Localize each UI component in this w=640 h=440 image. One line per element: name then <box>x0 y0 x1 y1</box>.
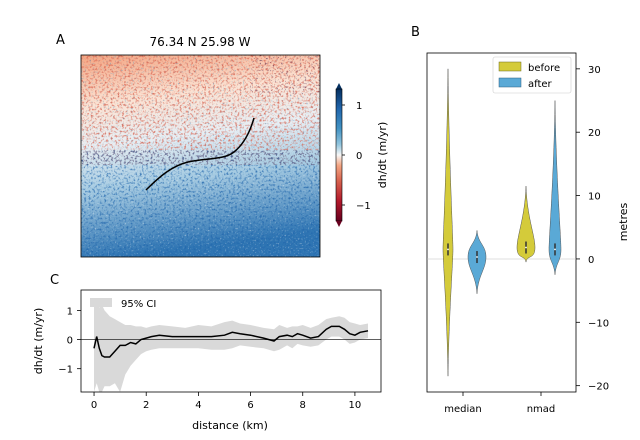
ci-legend-swatch <box>90 298 112 307</box>
violin-median-dot <box>447 248 449 251</box>
glacier-profile-line <box>145 117 255 191</box>
legend-swatch-after <box>498 77 522 88</box>
y-tick-label: 1 <box>67 306 73 317</box>
ci-legend-label: 95% CI <box>121 299 156 310</box>
violin-before-nmad <box>516 186 536 263</box>
violin-frame <box>426 52 577 393</box>
x-tick-label: 2 <box>143 400 149 411</box>
colorbar-tick-label: −1 <box>356 201 371 212</box>
panel-a-letter: A <box>56 33 65 48</box>
profile-frame <box>80 289 382 393</box>
profile-x-axis-label: distance (km) <box>192 419 268 432</box>
legend-label-after: after <box>528 79 553 90</box>
panel-b-letter: B <box>411 25 420 40</box>
x-tick-label: 8 <box>300 400 306 411</box>
ci-band <box>94 301 368 392</box>
profile-axes: 0 2 4 6 8 10 10−1 distance (km) dh/dt (m/yr) … <box>32 289 382 432</box>
y-tick-label: 10 <box>588 192 601 203</box>
map-frame <box>80 54 321 258</box>
x-tick-label: nmad <box>527 404 556 415</box>
violin-y-axis-label: metres <box>617 202 630 241</box>
y-tick-label: −20 <box>588 382 609 393</box>
x-tick-label: 10 <box>349 400 362 411</box>
colorbar: 1 0 −1 dh/dt (m/yr) <box>335 83 389 227</box>
x-tick-label: 0 <box>91 400 97 411</box>
legend-swatch-before <box>498 61 522 72</box>
y-tick-label: 20 <box>588 128 601 139</box>
colorbar-tick-label: 0 <box>356 151 362 162</box>
y-tick-label: 30 <box>588 65 601 76</box>
colorbar-label: dh/dt (m/yr) <box>376 122 389 189</box>
y-tick-label: 0 <box>588 255 594 266</box>
violin-before-median <box>442 68 454 377</box>
colorbar-tick-label: 1 <box>356 101 362 112</box>
x-tick-label: median <box>444 404 482 415</box>
panel-a-title: 76.34 N 25.98 W <box>150 35 251 49</box>
y-tick-label: 0 <box>67 336 73 347</box>
violin-after-nmad <box>548 100 562 275</box>
y-tick-label: −1 <box>58 365 73 376</box>
violin-axes: 30 20 10 0 −10 −20 median nmad metres <box>426 52 630 415</box>
violin-median-dot <box>476 256 478 258</box>
legend-label-before: before <box>528 63 560 74</box>
x-tick-label: 6 <box>247 400 253 411</box>
dhdt-map <box>81 55 320 257</box>
profile-line <box>93 325 369 358</box>
panel-c-letter: C <box>50 273 59 288</box>
x-tick-label: 4 <box>195 400 201 411</box>
violin-median-dot <box>525 246 527 249</box>
profile-y-axis-label: dh/dt (m/yr) <box>32 308 45 375</box>
y-tick-label: −10 <box>588 318 609 329</box>
ci-legend: 95% CI <box>90 298 156 310</box>
violin-median-dot <box>554 248 556 251</box>
violin-legend: before after <box>492 56 572 94</box>
